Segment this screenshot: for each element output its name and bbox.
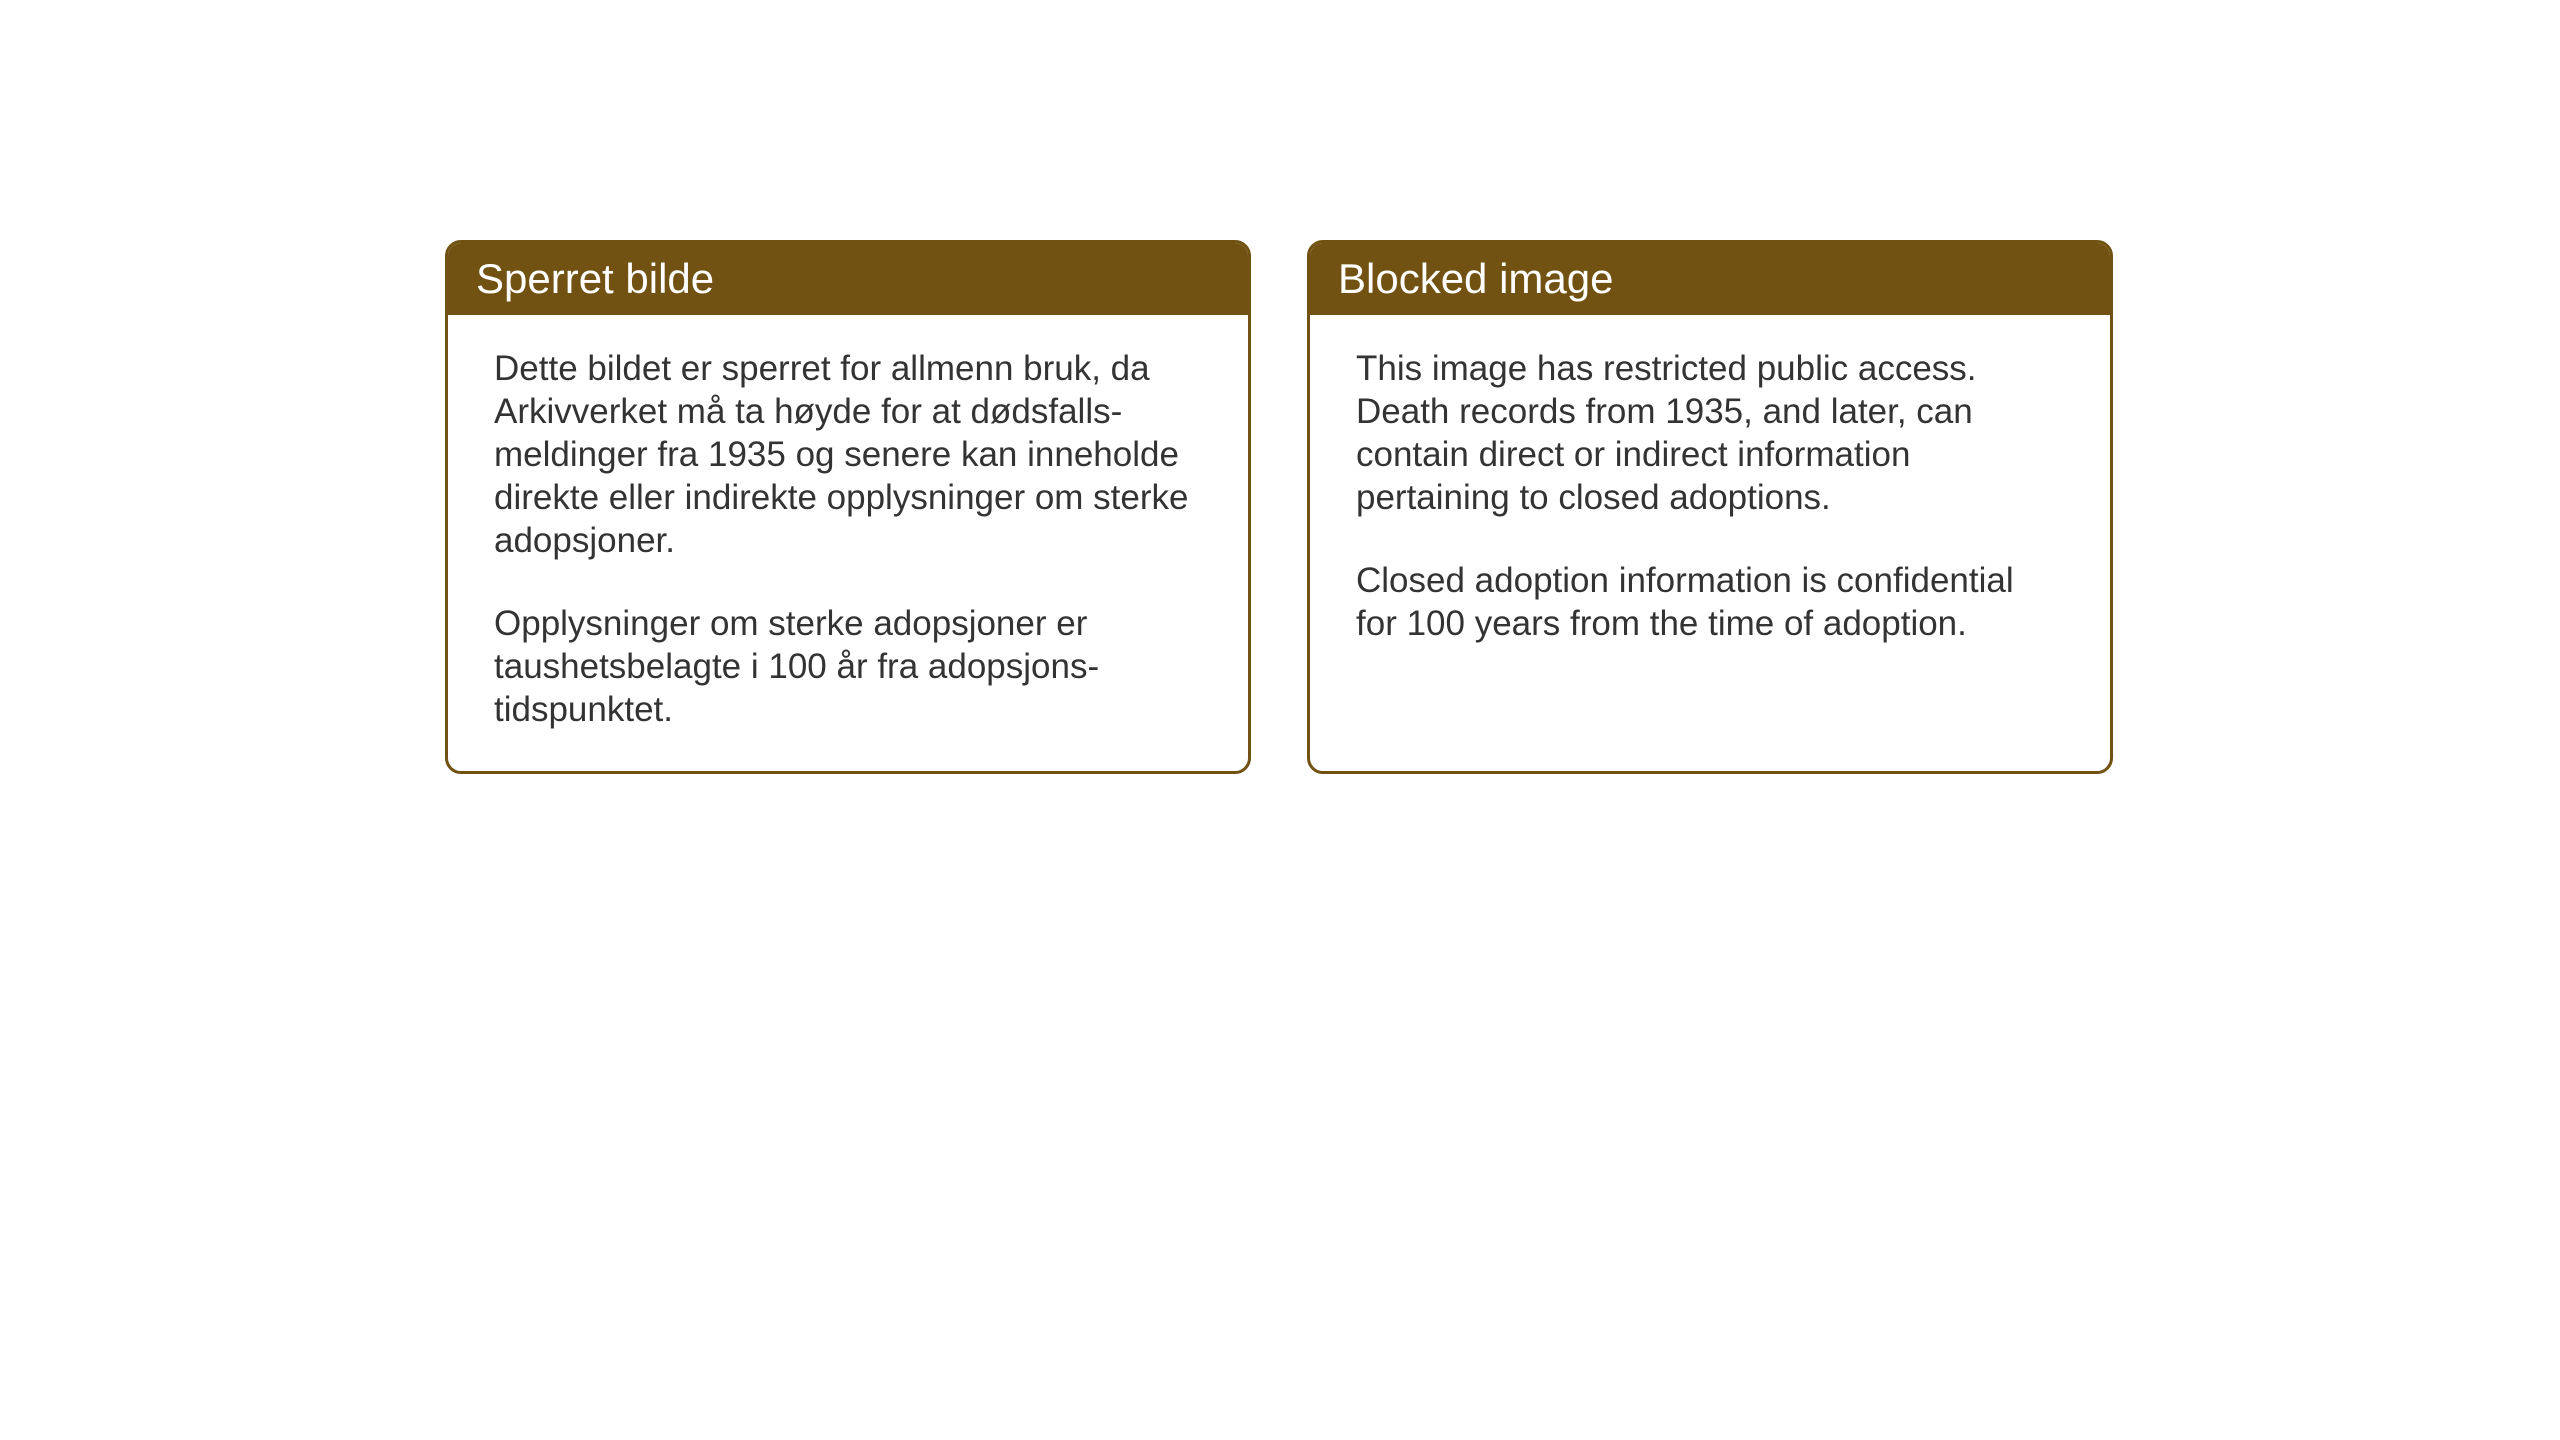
card-english-paragraph-2: Closed adoption information is confident…	[1356, 559, 2064, 645]
card-norwegian-body: Dette bildet er sperret for allmenn bruk…	[448, 315, 1248, 771]
card-english-title: Blocked image	[1338, 255, 1613, 302]
card-norwegian-title: Sperret bilde	[476, 255, 714, 302]
cards-container: Sperret bilde Dette bildet er sperret fo…	[445, 240, 2113, 774]
card-norwegian-header: Sperret bilde	[448, 243, 1248, 315]
card-english-header: Blocked image	[1310, 243, 2110, 315]
card-norwegian: Sperret bilde Dette bildet er sperret fo…	[445, 240, 1251, 774]
card-norwegian-paragraph-2: Opplysninger om sterke adopsjoner er tau…	[494, 602, 1202, 731]
card-english: Blocked image This image has restricted …	[1307, 240, 2113, 774]
card-english-paragraph-1: This image has restricted public access.…	[1356, 347, 2064, 519]
card-english-body: This image has restricted public access.…	[1310, 315, 2110, 685]
card-norwegian-paragraph-1: Dette bildet er sperret for allmenn bruk…	[494, 347, 1202, 562]
